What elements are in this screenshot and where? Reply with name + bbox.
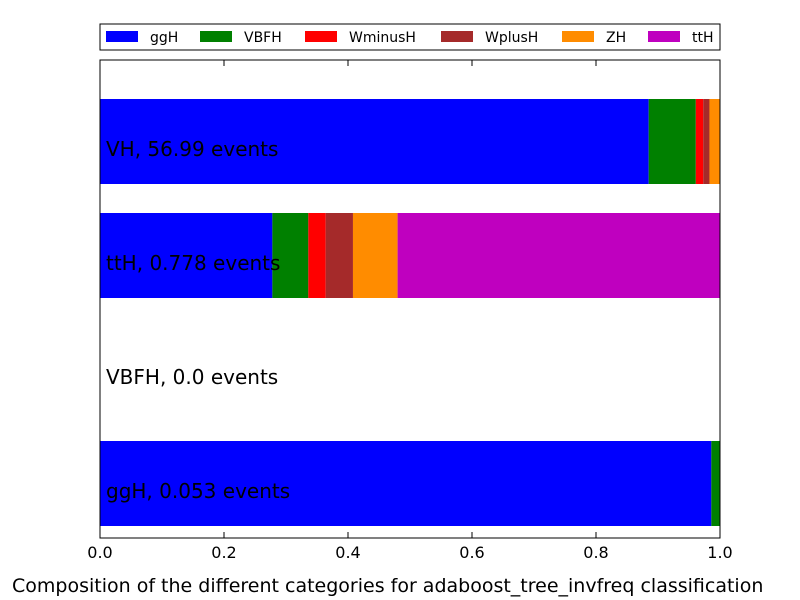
bar-segment-ggH-0 (100, 99, 649, 184)
bar-segment-WminusH-1 (308, 213, 326, 298)
legend-label-WplusH: WplusH (485, 30, 538, 46)
x-tick-label-3: 0.6 (459, 543, 484, 562)
bar-segment-ttH-1 (397, 213, 720, 298)
x-tick-label-1: 0.2 (211, 543, 236, 562)
legend-swatch-ZH (562, 31, 594, 42)
bar-segment-ggH-3 (100, 441, 712, 526)
category-label-2: VBFH, 0.0 events (106, 365, 278, 389)
x-axis: 0.0 0.2 0.4 0.6 0.8 1.0 (87, 60, 733, 562)
bar-segment-VBFH-0 (648, 99, 696, 184)
x-axis-label: Composition of the different categories … (12, 575, 763, 597)
legend-label-VBFH: VBFH (244, 30, 282, 46)
bar-segment-ggH-1 (100, 213, 273, 298)
x-tick-label-0: 0.0 (87, 543, 112, 562)
legend-swatch-VBFH (200, 31, 232, 42)
x-tick-label-4: 0.8 (583, 543, 608, 562)
legend-label-ggH: ggH (150, 30, 178, 46)
legend-label-WminusH: WminusH (349, 30, 416, 46)
legend-swatch-WplusH (441, 31, 473, 42)
bar-segment-WplusH-0 (703, 99, 710, 184)
legend-swatch-WminusH (305, 31, 337, 42)
bar-segment-ZH-0 (709, 99, 720, 184)
legend-label-ttH: ttH (692, 30, 714, 46)
x-tick-label-2: 0.4 (335, 543, 360, 562)
plot-frame (99, 59, 721, 539)
bar-segment-VBFH-3 (711, 441, 720, 526)
legend-swatch-ggH (106, 31, 138, 42)
bar-segment-WminusH-0 (695, 99, 704, 184)
x-tick-label-5: 1.0 (707, 543, 732, 562)
category-label-3: ggH, 0.053 events (106, 479, 290, 503)
legend: ggH VBFH WminusH WplusH ZH ttH (99, 23, 721, 51)
bars-group: VH, 56.99 events ttH, 0.778 events VBFH, 0… (100, 99, 720, 526)
legend-label-ZH: ZH (606, 30, 626, 46)
bar-segment-WplusH-1 (325, 213, 353, 298)
bar-segment-ZH-1 (352, 213, 398, 298)
bar-segment-VBFH-1 (272, 213, 309, 298)
category-label-0: VH, 56.99 events (106, 137, 278, 161)
legend-swatch-ttH (648, 31, 680, 42)
category-label-1: ttH, 0.778 events (106, 251, 280, 275)
